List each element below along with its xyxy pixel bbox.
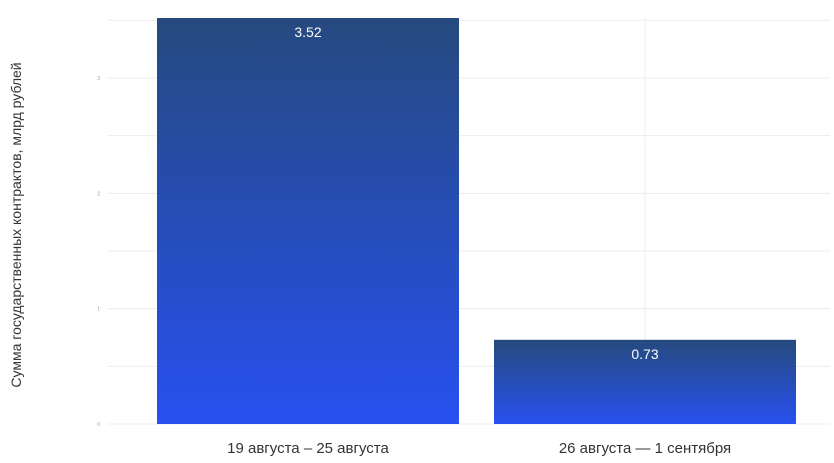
bar-value-label: 0.73 — [631, 346, 658, 362]
x-tick-label: 26 августа — 1 сентября — [559, 440, 731, 457]
bar — [494, 339, 796, 424]
x-tick-labels: 19 августа – 25 августа 26 августа — 1 се… — [227, 440, 731, 457]
bars: 3.52 0.73 — [157, 18, 796, 424]
bar — [157, 18, 459, 424]
y-tick-label: 3 — [97, 76, 100, 82]
y-tick-labels: 0 1 2 3 — [97, 76, 100, 428]
y-tick-label: 2 — [97, 191, 100, 197]
y-axis-title: Сумма государственных контрактов, млрд р… — [8, 62, 24, 387]
y-tick-label: 0 — [97, 422, 100, 428]
x-tick-label: 19 августа – 25 августа — [227, 440, 389, 457]
y-tick-label: 1 — [97, 307, 100, 313]
bar-value-label: 3.52 — [294, 24, 321, 40]
